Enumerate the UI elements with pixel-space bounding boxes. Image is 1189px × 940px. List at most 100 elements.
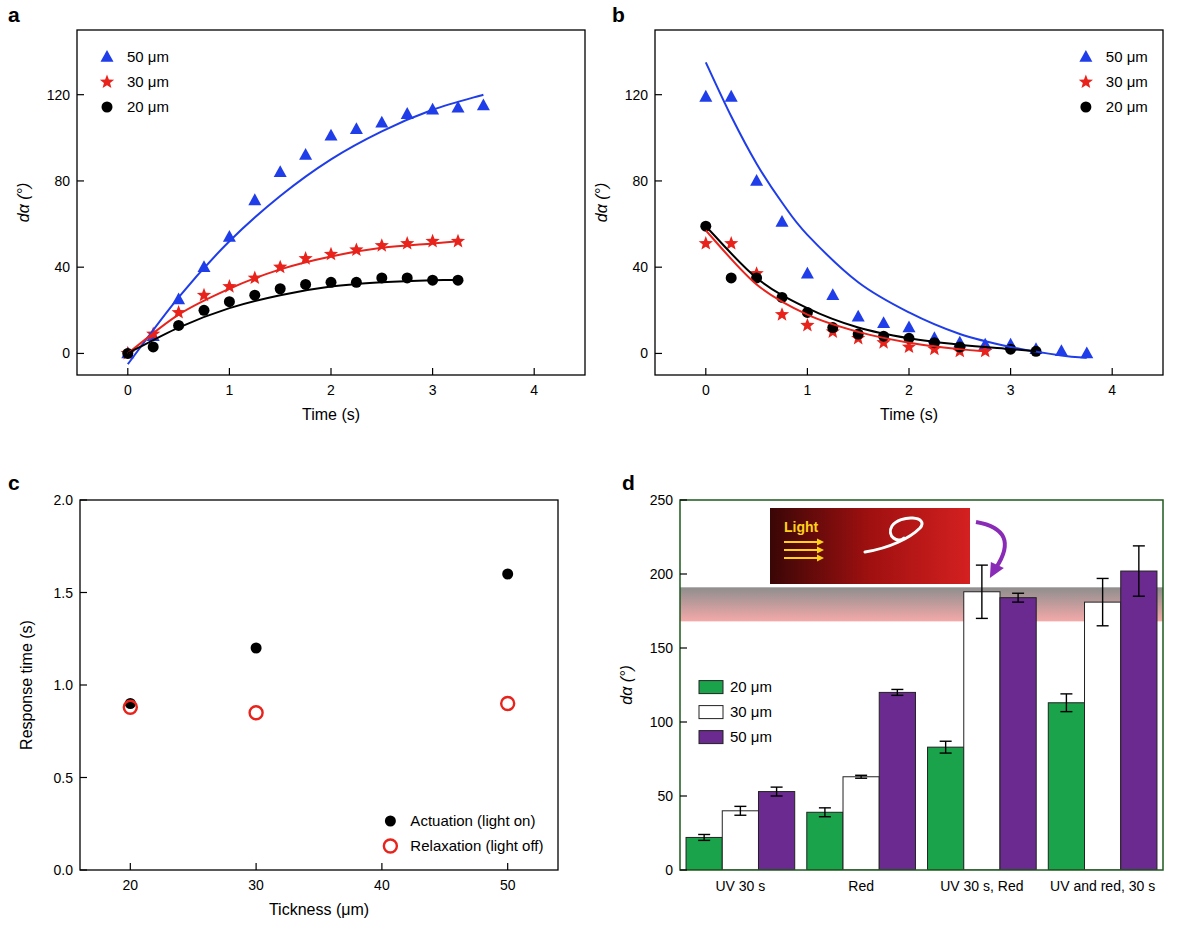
- tick: [77, 94, 84, 95]
- tick-label: 0: [665, 862, 673, 878]
- error-cap: [976, 564, 988, 565]
- frame: [655, 30, 1163, 375]
- tick-label: 4: [530, 382, 538, 398]
- error-line: [945, 741, 946, 753]
- tick: [381, 863, 382, 870]
- error-line: [981, 565, 982, 618]
- legend-swatch: [699, 706, 723, 719]
- point: [502, 569, 513, 580]
- background: [0, 0, 1189, 940]
- point: [248, 193, 261, 205]
- legend-label: 20 μm: [127, 98, 169, 115]
- tick-label: 80: [632, 173, 648, 189]
- legend-marker: [385, 816, 396, 827]
- tick: [655, 94, 662, 95]
- category-label: UV 30 s: [715, 878, 765, 894]
- error-bar: [891, 689, 903, 695]
- axis-title: dα (°): [593, 183, 610, 223]
- tick-label: 30: [248, 877, 264, 893]
- plot-area: [699, 62, 1094, 358]
- error-cap: [940, 741, 952, 742]
- error-bar: [940, 741, 952, 753]
- bar: [807, 812, 843, 870]
- point: [852, 310, 865, 322]
- tick-label: 50: [657, 788, 673, 804]
- axis-title: dα (°): [15, 183, 32, 223]
- tick-label: 2: [327, 382, 335, 398]
- point: [699, 90, 712, 102]
- tick: [655, 180, 662, 181]
- error-cap: [1133, 545, 1145, 546]
- error-line: [824, 808, 825, 817]
- tick: [680, 499, 687, 500]
- error-cap: [698, 834, 710, 835]
- point: [199, 305, 210, 316]
- error-line: [1017, 593, 1018, 602]
- error-cap: [940, 752, 952, 753]
- tick-label: 50: [500, 877, 516, 893]
- legend-label: 50 μm: [730, 728, 772, 745]
- legend-label: 20 μm: [730, 678, 772, 695]
- fit-line: [706, 62, 1087, 357]
- legend: 20 μm30 μm50 μm: [699, 678, 772, 745]
- tick: [80, 869, 87, 870]
- error-line: [1066, 694, 1067, 712]
- error-cap: [771, 786, 783, 787]
- inset: [770, 508, 970, 584]
- error-bar: [976, 565, 988, 618]
- error-cap: [1097, 578, 1109, 579]
- figure: 01234Time (s)04080120dα (°)a50 μm30 μm20…: [0, 0, 1189, 940]
- tick-label: 0.5: [54, 770, 74, 786]
- fit-line: [128, 95, 484, 365]
- panel-letter: c: [8, 471, 20, 494]
- inset-arrowhead: [817, 539, 824, 546]
- axis-title: Response time (s): [18, 620, 35, 750]
- tick: [330, 368, 331, 375]
- tick: [807, 368, 808, 375]
- pointer-arrow: [976, 522, 1005, 568]
- error-cap: [891, 695, 903, 696]
- bar: [686, 837, 722, 870]
- tick-label: 100: [650, 714, 674, 730]
- panel-letter: b: [612, 3, 625, 26]
- point: [800, 318, 814, 332]
- error-bar: [855, 775, 867, 778]
- inset-arrowhead: [817, 555, 824, 562]
- inset-curl: [865, 518, 922, 552]
- error-cap: [734, 806, 746, 807]
- category-label: UV 30 s, Red: [940, 878, 1023, 894]
- point: [275, 283, 286, 294]
- tick-label: 0: [124, 382, 132, 398]
- legend: 50 μm30 μm20 μm: [100, 48, 169, 115]
- tick-label: 0: [62, 345, 70, 361]
- tick-label: 40: [632, 259, 648, 275]
- legend-label: Relaxation (light off): [410, 837, 543, 854]
- tick-label: 3: [429, 382, 437, 398]
- axis-title: dα (°): [618, 665, 635, 705]
- error-line: [1138, 546, 1139, 596]
- axis-title: Tickness (μm): [269, 901, 369, 918]
- point: [451, 234, 465, 248]
- axis-title: Time (s): [880, 406, 938, 423]
- legend-marker: [102, 102, 113, 113]
- error-cap: [1012, 593, 1024, 594]
- tick: [80, 684, 87, 685]
- point: [249, 290, 260, 301]
- point: [349, 242, 363, 256]
- bar: [879, 692, 915, 870]
- legend-marker: [1080, 102, 1091, 113]
- bar: [1121, 571, 1157, 870]
- tick: [534, 368, 535, 375]
- bar: [1048, 703, 1084, 870]
- legend-label: Actuation (light on): [410, 812, 535, 829]
- bar: [758, 792, 794, 870]
- tick: [127, 368, 128, 375]
- point: [224, 296, 235, 307]
- frame: [80, 500, 558, 870]
- legend-label: 20 μm: [1106, 98, 1148, 115]
- point: [351, 277, 362, 288]
- error-bar: [1012, 593, 1024, 602]
- legend-swatch: [699, 731, 723, 744]
- error-cap: [1060, 693, 1072, 694]
- point: [274, 165, 287, 177]
